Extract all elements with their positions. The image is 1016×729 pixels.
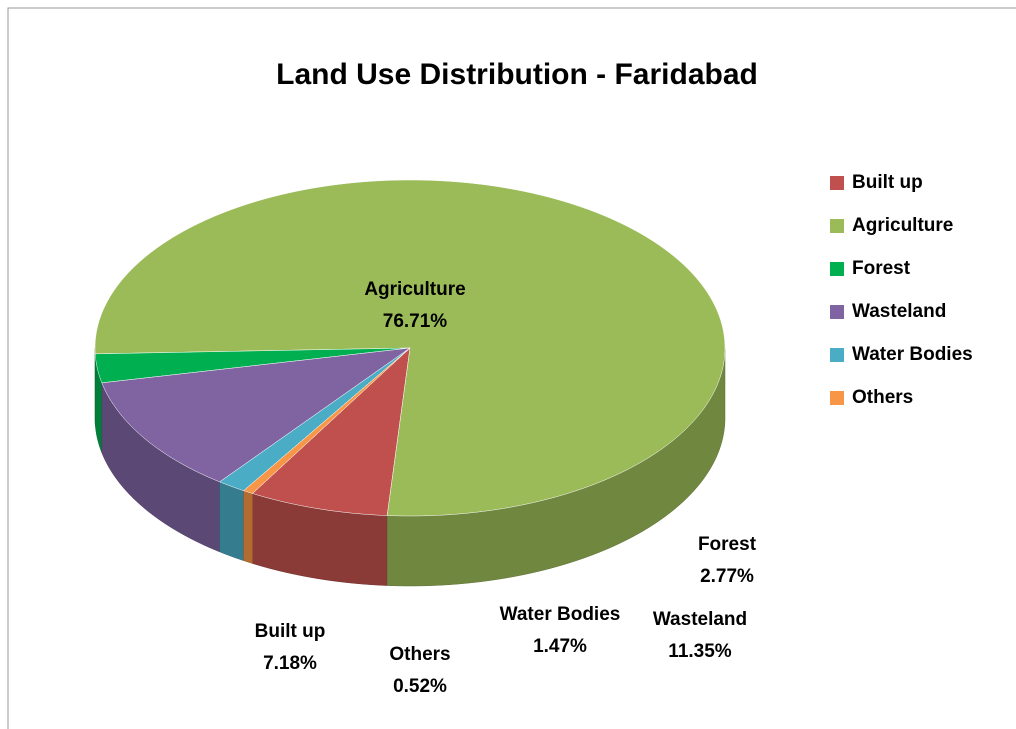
legend: Built up Agriculture Forest Wasteland Water … [830, 172, 973, 408]
pie-slice [219, 347, 411, 491]
data-label-value: 1.47% [533, 636, 587, 657]
legend-label: Others [852, 387, 913, 408]
pie-slice [252, 347, 411, 516]
legend-label: Built up [852, 172, 923, 193]
data-label-value: 7.18% [263, 653, 317, 674]
data-label-name: Forest [698, 534, 757, 555]
data-label-value: 11.35% [668, 641, 731, 662]
data-label-value: 76.71% [383, 311, 448, 332]
chart-title: Land Use Distribution - Faridabad [276, 58, 758, 91]
pie-slice-side [243, 490, 253, 564]
legend-swatch [830, 391, 844, 405]
legend-swatch [830, 305, 844, 319]
data-label-value: 0.52% [393, 676, 447, 697]
legend-label: Agriculture [852, 215, 953, 236]
data-label-value: 2.77% [700, 566, 754, 587]
pie-slice [101, 347, 411, 483]
pie-tops [94, 179, 726, 517]
data-label-name: Built up [255, 621, 326, 642]
legend-label: Water Bodies [852, 344, 973, 365]
legend-swatch [830, 176, 844, 190]
legend-swatch [830, 348, 844, 362]
legend-swatch [830, 219, 844, 233]
data-label-name: Water Bodies [500, 604, 621, 625]
legend-swatch [830, 262, 844, 276]
pie-slice [243, 347, 411, 494]
data-labels: Built up 7.18% Agriculture 76.71% Forest 2.77… [255, 279, 757, 697]
legend-label: Forest [852, 258, 911, 279]
legend-label: Wasteland [852, 301, 946, 322]
data-label-name: Agriculture [364, 279, 465, 300]
data-label-name: Wasteland [653, 609, 747, 630]
pie-slice-side [219, 481, 244, 562]
data-label-name: Others [389, 644, 450, 665]
